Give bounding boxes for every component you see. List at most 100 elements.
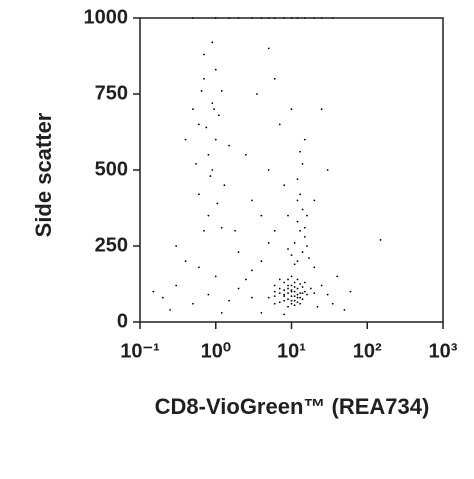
dot	[267, 17, 270, 19]
y-tick-label: 1000	[84, 6, 129, 28]
x-tick-label: 10³	[429, 340, 458, 362]
dot	[287, 292, 289, 295]
dot	[293, 290, 296, 293]
dot	[211, 41, 214, 44]
dot	[296, 278, 299, 281]
dot	[283, 184, 286, 187]
dot	[296, 199, 299, 202]
dot	[192, 17, 194, 19]
dot	[290, 108, 293, 111]
dot	[216, 202, 219, 205]
dot	[303, 226, 306, 229]
dot	[203, 229, 205, 232]
dot	[293, 281, 296, 284]
dot	[290, 284, 293, 287]
dot	[214, 138, 217, 141]
dot	[237, 251, 240, 253]
dot	[198, 123, 200, 126]
dot	[207, 153, 210, 156]
dot	[250, 296, 253, 299]
dot	[214, 68, 217, 71]
dot	[207, 293, 210, 296]
dot	[283, 295, 286, 298]
dot	[313, 266, 316, 269]
dot	[228, 144, 230, 147]
dot	[301, 208, 304, 211]
x-tick-label: 10⁻¹	[120, 340, 160, 362]
dot	[301, 298, 304, 301]
dot	[214, 275, 217, 278]
dot	[287, 305, 289, 308]
y-tick-label: 750	[95, 82, 128, 104]
dot	[260, 17, 263, 19]
dot	[278, 292, 281, 295]
y-tick-label: 250	[95, 234, 128, 256]
dot	[299, 292, 302, 295]
dot	[293, 263, 296, 266]
dot	[303, 235, 306, 238]
dot	[214, 17, 217, 19]
y-tick-label: 0	[117, 310, 128, 332]
dot	[228, 17, 230, 19]
dot	[234, 229, 236, 232]
dot	[175, 245, 178, 247]
dot	[237, 287, 240, 290]
y-axis-label: Side scatter	[31, 112, 56, 237]
dot	[301, 286, 304, 288]
dot	[209, 175, 212, 177]
dot	[244, 153, 247, 156]
dot	[260, 214, 263, 217]
dot	[299, 193, 302, 196]
dot	[278, 278, 281, 281]
dot	[207, 214, 210, 217]
dot	[287, 278, 289, 281]
dot	[287, 287, 289, 290]
x-tick-label: 10¹	[277, 340, 306, 362]
dot	[283, 299, 286, 302]
dot	[287, 248, 289, 250]
dot	[287, 284, 289, 287]
dot	[211, 169, 214, 171]
x-tick-label: 10²	[353, 340, 382, 362]
dot	[296, 296, 299, 299]
dot	[283, 293, 286, 296]
dot	[336, 275, 339, 278]
dot	[299, 229, 302, 232]
dot	[326, 293, 329, 296]
dot	[313, 292, 316, 295]
dot	[161, 296, 164, 299]
dot	[296, 260, 299, 263]
dot	[273, 229, 276, 232]
dot	[343, 308, 346, 311]
dot	[290, 254, 293, 257]
dot	[290, 290, 293, 293]
dot	[296, 178, 299, 181]
dot	[379, 239, 382, 241]
dot	[184, 138, 187, 141]
dot	[278, 301, 281, 304]
dot	[273, 302, 276, 305]
dot	[313, 17, 316, 19]
dot	[290, 17, 293, 19]
dot	[326, 169, 329, 171]
dot	[283, 313, 286, 316]
dot	[237, 17, 240, 19]
dot	[273, 17, 276, 19]
x-tick-label: 10⁰	[201, 340, 231, 362]
dot	[287, 298, 289, 301]
dot	[192, 108, 194, 111]
dot	[290, 289, 293, 291]
dot	[303, 281, 306, 284]
dot	[198, 193, 200, 196]
dot	[152, 290, 155, 293]
dot	[260, 311, 263, 314]
dot	[303, 17, 306, 19]
dot	[299, 296, 302, 299]
dot	[250, 199, 253, 202]
dot	[220, 311, 223, 314]
dot	[308, 257, 310, 260]
dot	[320, 108, 323, 111]
dot	[211, 102, 214, 105]
dot	[303, 290, 306, 293]
dot	[293, 299, 296, 302]
